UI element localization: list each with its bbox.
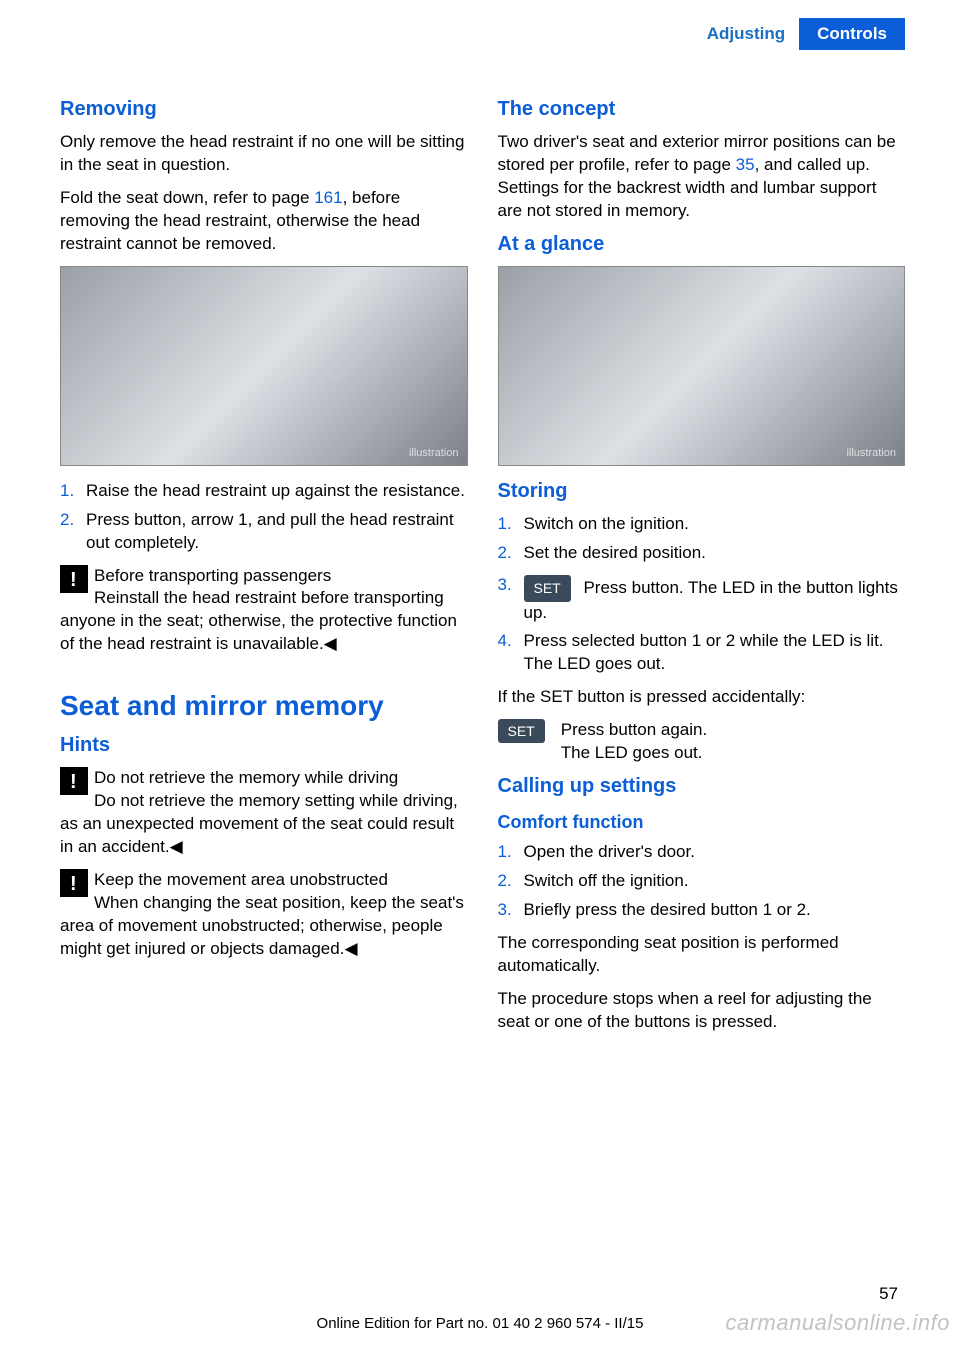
removing-step-1-text: Raise the head restraint up against the … (86, 480, 465, 503)
removing-step-2-text: Press button, arrow 1, and pull the head… (86, 509, 468, 555)
storing-title: Storing (498, 480, 906, 503)
comfort-title: Comfort function (498, 812, 906, 833)
figure-watermark: illustration (409, 447, 459, 459)
removing-p2a: Fold the seat down, refer to page (60, 188, 314, 207)
header-bar: Adjusting Controls (707, 18, 905, 50)
storing-step-1: 1.Switch on the ignition. (498, 513, 906, 536)
footer-line: Online Edition for Part no. 01 40 2 960 … (0, 1315, 960, 1332)
removing-step-1: 1.Raise the head restraint up against th… (60, 480, 468, 503)
concept-p: Two driver's seat and exterior mirror po… (498, 131, 906, 223)
right-column: The concept Two driver's seat and exteri… (498, 98, 906, 1044)
storing-step-1-text: Switch on the ignition. (524, 513, 689, 536)
comfort-step-2-text: Switch off the ignition. (524, 870, 689, 893)
seat-mirror-title: Seat and mirror memory (60, 690, 468, 722)
warning-movement-title: Keep the movement area unobstructed (94, 870, 388, 889)
warning-icon (60, 767, 88, 795)
removing-p2: Fold the seat down, refer to page 161, b… (60, 187, 468, 256)
concept-title: The concept (498, 98, 906, 121)
warning-transport-body: Reinstall the head restraint before tran… (60, 588, 457, 653)
warning-memory-body: Do not retrieve the memory setting while… (60, 791, 458, 856)
warning-memory-title: Do not retrieve the memory while driving (94, 768, 398, 787)
left-column: Removing Only remove the head restraint … (60, 98, 468, 1044)
storing-step-4: 4.Press selected button 1 or 2 while the… (498, 630, 906, 676)
storing-steps: 1.Switch on the ignition. 2.Set the desi… (498, 513, 906, 565)
accidental-line1: Press button again. (561, 719, 707, 742)
accidental-row: SET Press button again. The LED goes out… (498, 719, 906, 765)
comfort-step-3-text: Briefly press the desired button 1 or 2. (524, 899, 811, 922)
storing-step-3: 3. SET Press button. The LED in the but­… (498, 575, 906, 625)
comfort-steps: 1.Open the driver's door. 2.Switch off t… (498, 841, 906, 922)
removing-p1: Only remove the head restraint if no one… (60, 131, 468, 177)
glance-title: At a glance (498, 233, 906, 256)
storing-accidental: If the SET button is pressed accidentall… (498, 686, 906, 709)
comfort-step-1-text: Open the driver's door. (524, 841, 695, 864)
calling-p2: The procedure stops when a reel for adju… (498, 988, 906, 1034)
content-columns: Removing Only remove the head restraint … (60, 98, 905, 1044)
page-ref-161[interactable]: 161 (314, 188, 342, 207)
storing-step-2-text: Set the desired position. (524, 542, 706, 565)
removing-title: Removing (60, 98, 468, 121)
header-chapter: Controls (799, 18, 905, 50)
warning-transport-title: Before transporting passengers (94, 566, 331, 585)
comfort-step-1: 1.Open the driver's door. (498, 841, 906, 864)
removing-steps: 1.Raise the head restraint up against th… (60, 480, 468, 555)
header-section: Adjusting (707, 18, 799, 50)
calling-title: Calling up settings (498, 775, 906, 798)
storing-step-4-list: 4.Press selected button 1 or 2 while the… (498, 630, 906, 676)
storing-step-3-text: Press button. The LED in the but­ton lig… (524, 578, 898, 622)
warning-transport: Before transporting passengers Reinstall… (60, 565, 468, 657)
comfort-step-2: 2.Switch off the ignition. (498, 870, 906, 893)
page-number: 57 (879, 1284, 898, 1304)
storing-step-4-text: Press selected button 1 or 2 while the L… (524, 630, 906, 676)
set-button-icon: SET (524, 575, 571, 602)
warning-icon (60, 565, 88, 593)
figure-watermark: illustration (846, 447, 896, 459)
page-ref-35[interactable]: 35 (736, 155, 755, 174)
warning-icon (60, 869, 88, 897)
set-button-icon: SET (498, 719, 545, 743)
warning-memory-driving: Do not retrieve the memory while driving… (60, 767, 468, 859)
removing-step-2: 2.Press button, arrow 1, and pull the he… (60, 509, 468, 555)
calling-p1: The corresponding seat position is perfo… (498, 932, 906, 978)
warning-movement-body: When changing the seat position, keep th… (60, 893, 464, 958)
figure-headrest: illustration (60, 266, 468, 466)
hints-title: Hints (60, 734, 468, 757)
figure-seat-controls: illustration (498, 266, 906, 466)
storing-step-2: 2.Set the desired position. (498, 542, 906, 565)
warning-movement-area: Keep the movement area unobstructed When… (60, 869, 468, 961)
accidental-line2: The LED goes out. (561, 742, 707, 765)
comfort-step-3: 3.Briefly press the desired button 1 or … (498, 899, 906, 922)
